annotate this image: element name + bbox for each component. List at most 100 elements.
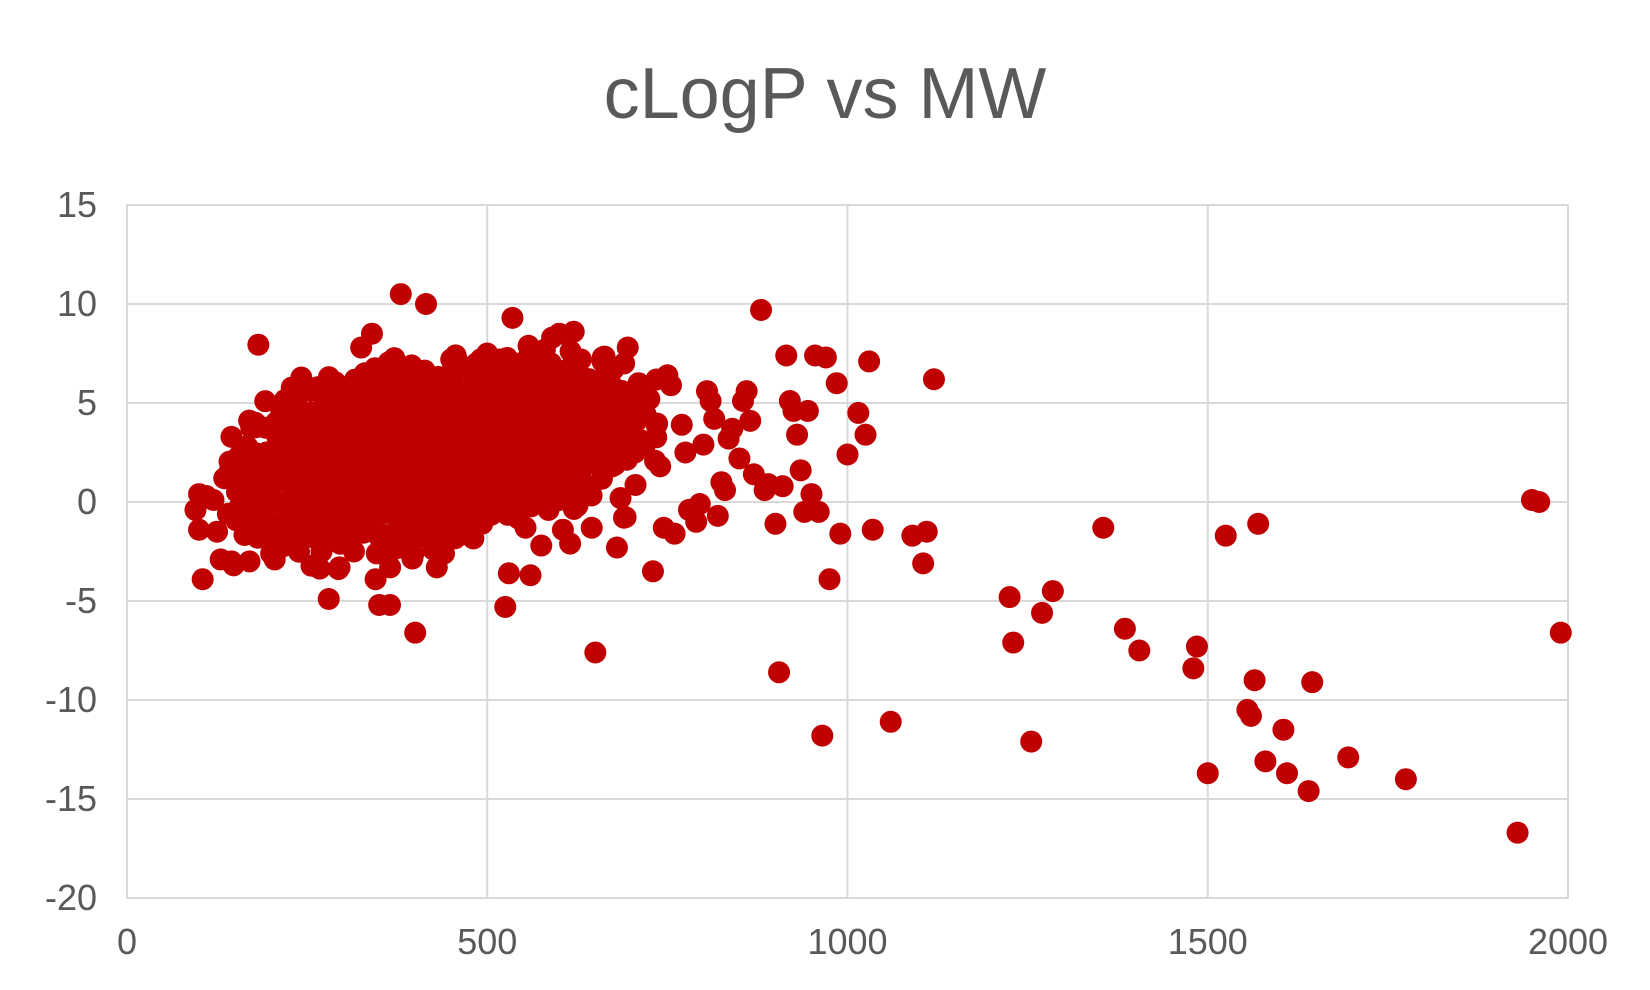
x-tick-label: 1500: [1168, 921, 1248, 962]
data-point: [598, 397, 621, 420]
data-point: [472, 386, 495, 409]
data-point: [393, 514, 416, 537]
data-point: [407, 429, 430, 452]
data-point: [1214, 524, 1237, 547]
data-point: [1528, 491, 1551, 513]
data-point: [1185, 635, 1208, 658]
data-point: [764, 512, 787, 535]
data-point: [357, 471, 380, 494]
cluster-point: [308, 557, 331, 580]
cluster-point: [430, 472, 453, 495]
data-point: [220, 550, 243, 573]
data-point: [324, 374, 347, 397]
data-point: [836, 443, 859, 466]
data-point: [404, 621, 427, 644]
data-point: [483, 419, 506, 442]
data-point: [800, 483, 823, 506]
data-point: [188, 518, 211, 541]
data-point: [328, 556, 351, 579]
data-point: [699, 390, 722, 413]
cluster-point: [352, 521, 375, 544]
data-point: [915, 520, 938, 543]
data-point: [685, 510, 708, 533]
data-point: [346, 441, 369, 464]
data-point: [703, 407, 726, 430]
y-tick-label: -10: [45, 679, 97, 720]
data-point: [1182, 657, 1205, 680]
data-point: [364, 568, 387, 591]
cluster-point: [364, 443, 387, 466]
data-point: [818, 568, 841, 591]
data-point: [1247, 512, 1270, 535]
cluster-point: [551, 433, 574, 456]
data-point: [1243, 669, 1266, 692]
data-point: [1020, 730, 1043, 753]
data-point: [317, 588, 340, 611]
data-point: [508, 491, 531, 513]
data-point: [577, 368, 600, 391]
data-point: [721, 417, 744, 440]
data-point: [1113, 617, 1136, 640]
data-point: [771, 475, 794, 498]
data-point: [443, 457, 466, 480]
data-point: [627, 372, 650, 395]
data-point: [202, 489, 225, 512]
cluster-point: [244, 416, 267, 439]
data-point: [512, 395, 535, 418]
data-point: [789, 459, 812, 482]
data-point: [263, 548, 286, 571]
data-point: [854, 423, 877, 446]
data-point: [497, 562, 520, 585]
data-point: [1549, 621, 1572, 644]
cluster-point: [520, 428, 543, 451]
data-point: [544, 461, 567, 484]
cluster-point: [395, 483, 418, 506]
data-point: [814, 346, 837, 369]
data-point: [371, 419, 394, 442]
data-point: [1002, 631, 1025, 654]
data-point: [310, 540, 333, 563]
data-point: [858, 350, 881, 373]
data-point: [433, 542, 456, 565]
cluster-point: [365, 542, 388, 565]
data-point: [515, 348, 538, 371]
axes: -20 -15 -10 -5 0 5 10 15 0 500 1000 1500 2000: [45, 184, 1608, 962]
data-point: [400, 354, 423, 377]
data-point: [1239, 704, 1262, 727]
data-point: [714, 479, 737, 502]
data-point: [519, 564, 542, 587]
data-point: [252, 514, 275, 537]
cluster-point: [614, 506, 637, 529]
y-tick-label: 15: [57, 184, 97, 225]
data-point: [360, 322, 383, 345]
cluster-point: [260, 492, 283, 515]
x-tick-label: 500: [457, 921, 517, 962]
data-point: [768, 661, 791, 684]
chart-title: cLogP vs MW: [604, 54, 1047, 134]
data-point: [861, 518, 884, 541]
data-point: [584, 641, 607, 664]
data-point: [829, 522, 852, 545]
data-point: [569, 348, 592, 371]
data-point: [796, 399, 819, 422]
data-point: [555, 378, 578, 401]
data-point: [501, 306, 524, 329]
data-point: [490, 492, 513, 515]
data-point: [688, 492, 711, 515]
data-point: [1092, 516, 1115, 539]
y-tick-label: -5: [65, 580, 97, 621]
y-tick-label: 5: [77, 382, 97, 423]
data-point: [418, 372, 441, 395]
cluster-point: [466, 508, 489, 531]
y-tick-label: -15: [45, 778, 97, 819]
data-point: [1041, 580, 1064, 603]
cluster-point: [624, 473, 647, 496]
cluster-point: [254, 390, 277, 413]
cluster-point: [368, 387, 391, 410]
data-point: [537, 498, 560, 521]
data-point: [807, 500, 830, 523]
data-point: [649, 455, 672, 478]
data-point: [231, 506, 254, 529]
